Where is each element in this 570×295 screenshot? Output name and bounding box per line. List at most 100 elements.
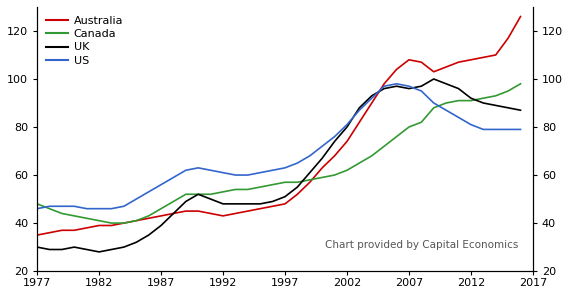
Legend: Australia, Canada, UK, US: Australia, Canada, UK, US: [43, 12, 127, 69]
Australia: [319, 166, 325, 170]
UK: [282, 195, 288, 199]
Line: UK: UK: [37, 79, 520, 252]
US: [245, 173, 251, 177]
Canada: [145, 214, 152, 218]
US: [418, 89, 425, 93]
Canada: [504, 89, 511, 93]
US: [219, 171, 226, 174]
Australia: [182, 209, 189, 213]
Text: Chart provided by Capital Economics: Chart provided by Capital Economics: [325, 240, 518, 250]
UK: [467, 96, 474, 100]
US: [504, 128, 511, 131]
UK: [393, 84, 400, 88]
Australia: [455, 60, 462, 64]
US: [257, 171, 264, 174]
Australia: [195, 209, 202, 213]
UK: [71, 245, 78, 249]
Australia: [34, 233, 40, 237]
US: [480, 128, 487, 131]
Australia: [344, 140, 351, 143]
Canada: [356, 161, 363, 165]
Canada: [405, 125, 412, 129]
US: [430, 101, 437, 105]
Australia: [331, 154, 338, 158]
US: [455, 116, 462, 119]
Canada: [46, 207, 53, 210]
US: [195, 166, 202, 170]
US: [232, 173, 239, 177]
Australia: [368, 101, 375, 105]
UK: [269, 200, 276, 203]
Canada: [319, 176, 325, 179]
Canada: [294, 181, 301, 184]
UK: [257, 202, 264, 206]
US: [282, 166, 288, 170]
US: [108, 207, 115, 210]
Canada: [480, 96, 487, 100]
UK: [306, 171, 313, 174]
UK: [443, 82, 450, 86]
Australia: [108, 224, 115, 227]
US: [34, 207, 40, 210]
Australia: [232, 212, 239, 215]
US: [269, 168, 276, 172]
UK: [504, 106, 511, 109]
Canada: [83, 217, 90, 220]
UK: [344, 125, 351, 129]
US: [59, 204, 66, 208]
UK: [195, 193, 202, 196]
US: [170, 176, 177, 179]
UK: [245, 202, 251, 206]
Australia: [405, 58, 412, 62]
Canada: [96, 219, 103, 222]
UK: [368, 94, 375, 98]
UK: [294, 185, 301, 189]
Canada: [467, 99, 474, 102]
UK: [319, 156, 325, 160]
Canada: [331, 173, 338, 177]
US: [46, 204, 53, 208]
Canada: [219, 190, 226, 194]
US: [443, 109, 450, 112]
Line: Australia: Australia: [37, 17, 520, 235]
US: [145, 190, 152, 194]
Australia: [492, 53, 499, 57]
UK: [96, 250, 103, 254]
UK: [381, 87, 388, 90]
Australia: [96, 224, 103, 227]
Australia: [393, 68, 400, 71]
UK: [108, 248, 115, 251]
Australia: [170, 212, 177, 215]
US: [344, 123, 351, 126]
UK: [517, 109, 524, 112]
Australia: [59, 229, 66, 232]
UK: [430, 77, 437, 81]
Canada: [368, 154, 375, 158]
US: [381, 84, 388, 88]
US: [331, 135, 338, 138]
Australia: [294, 193, 301, 196]
Australia: [443, 65, 450, 69]
Australia: [145, 217, 152, 220]
US: [517, 128, 524, 131]
UK: [207, 197, 214, 201]
Canada: [418, 120, 425, 124]
Australia: [306, 181, 313, 184]
UK: [46, 248, 53, 251]
US: [158, 183, 165, 186]
UK: [158, 224, 165, 227]
UK: [133, 240, 140, 244]
US: [356, 109, 363, 112]
US: [405, 84, 412, 88]
Canada: [430, 106, 437, 109]
UK: [120, 245, 127, 249]
Canada: [245, 188, 251, 191]
Australia: [282, 202, 288, 206]
US: [306, 154, 313, 158]
Canada: [195, 193, 202, 196]
Australia: [46, 231, 53, 235]
Canada: [182, 193, 189, 196]
US: [368, 96, 375, 100]
US: [71, 204, 78, 208]
UK: [34, 245, 40, 249]
